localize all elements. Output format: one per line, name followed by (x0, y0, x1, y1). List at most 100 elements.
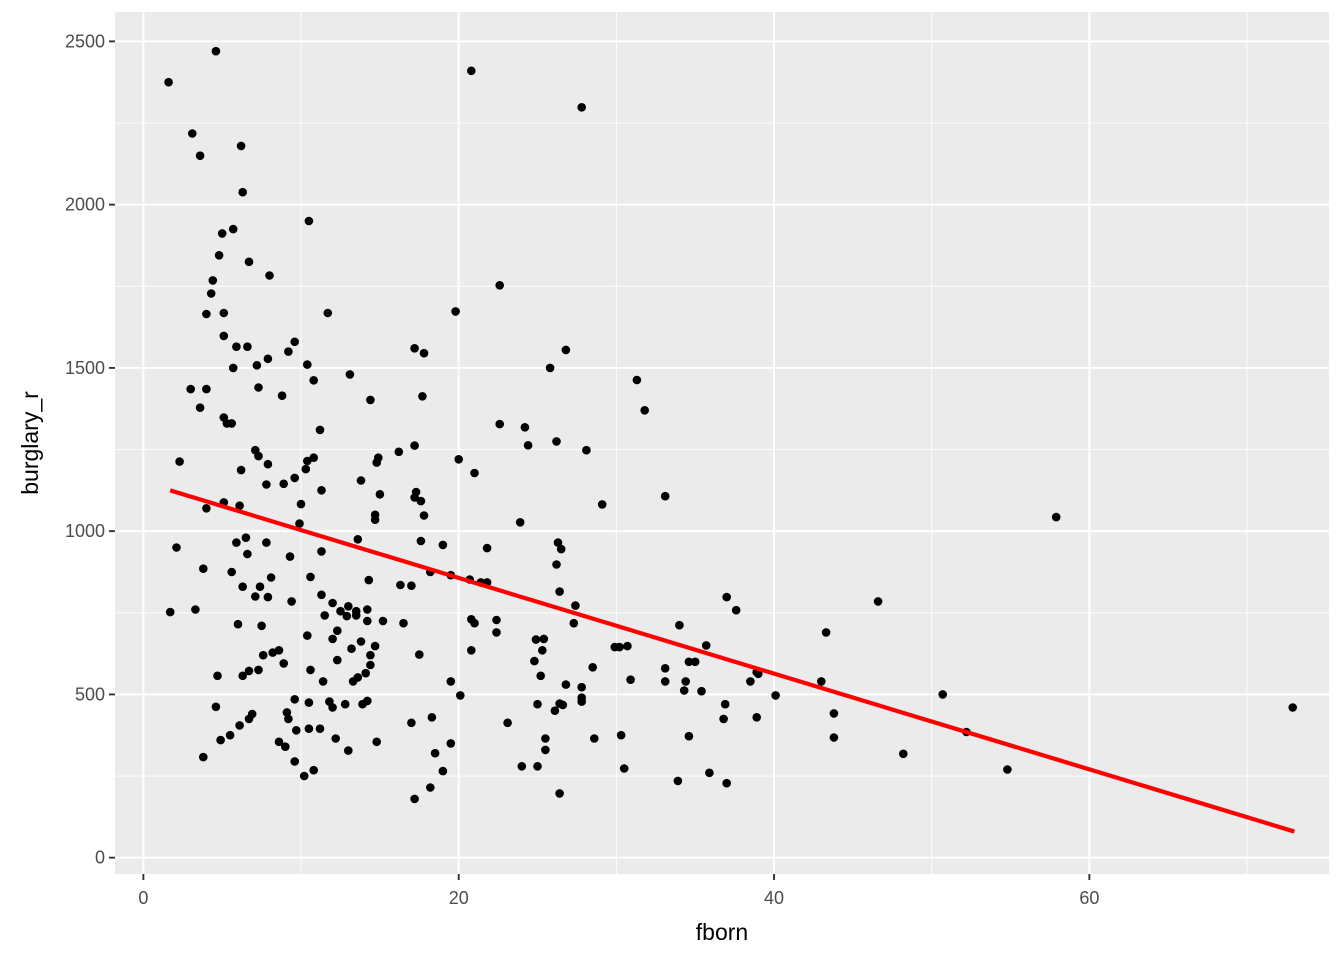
data-point (697, 686, 706, 696)
data-point (208, 276, 218, 285)
data-point (227, 567, 236, 577)
data-point (320, 611, 330, 620)
data-point (328, 598, 337, 608)
data-point (410, 493, 419, 502)
x-tick-label: 40 (764, 888, 784, 908)
data-point (679, 686, 689, 695)
data-point (363, 605, 372, 614)
data-point (590, 734, 599, 743)
data-point (356, 637, 366, 646)
data-point (530, 656, 539, 666)
data-point (616, 730, 626, 740)
data-point (303, 631, 312, 640)
data-point (722, 778, 731, 788)
data-point (684, 731, 694, 741)
data-point (470, 468, 479, 478)
x-tick-label: 0 (138, 888, 148, 908)
data-point (236, 465, 246, 475)
data-point (303, 456, 312, 466)
data-point (577, 697, 586, 706)
data-point (213, 671, 222, 681)
data-point (752, 713, 761, 722)
data-point (545, 363, 555, 373)
data-point (331, 734, 341, 743)
x-tick-label: 60 (1079, 888, 1099, 908)
data-point (244, 714, 254, 724)
y-tick-label: 1000 (65, 521, 105, 541)
data-point (351, 611, 361, 620)
data-point (470, 618, 479, 628)
data-point (244, 257, 254, 267)
data-point (821, 628, 831, 637)
data-point (363, 616, 372, 626)
data-point (626, 675, 635, 684)
data-point (577, 682, 586, 692)
data-point (211, 46, 221, 56)
data-point (347, 644, 356, 653)
data-point (295, 519, 304, 528)
data-point (552, 560, 561, 569)
data-point (681, 677, 690, 686)
data-point (227, 419, 236, 428)
y-tick-label: 0 (95, 848, 105, 868)
data-point (660, 664, 670, 673)
data-point (363, 696, 372, 706)
data-point (364, 575, 374, 585)
x-axis-title: fborn (696, 919, 748, 945)
data-points (164, 46, 1297, 804)
data-point (492, 628, 501, 637)
data-point (202, 384, 211, 394)
data-point (353, 673, 363, 682)
data-point (235, 501, 244, 511)
data-point (577, 103, 586, 112)
data-point (375, 490, 385, 499)
data-point (206, 289, 216, 298)
data-point (344, 602, 353, 611)
data-point (553, 538, 563, 547)
data-point (561, 680, 571, 689)
data-point (419, 511, 429, 520)
data-point (555, 789, 564, 798)
data-point (188, 129, 197, 138)
data-point (415, 650, 424, 659)
data-point (430, 748, 440, 758)
data-point (279, 479, 289, 489)
data-point (336, 606, 345, 616)
data-point (266, 573, 276, 582)
grid-major (115, 12, 1329, 874)
data-point (1051, 512, 1061, 522)
y-tick-label: 500 (75, 684, 105, 704)
data-point (555, 587, 564, 596)
data-point (1003, 765, 1012, 774)
y-tick-label: 1500 (65, 358, 105, 378)
data-point (538, 646, 547, 655)
data-point (899, 749, 908, 759)
data-point (191, 605, 200, 614)
data-point (541, 734, 550, 743)
plot-panel (115, 12, 1329, 874)
data-point (539, 634, 549, 644)
data-point (281, 742, 290, 751)
data-point (531, 635, 541, 644)
data-point (416, 536, 426, 546)
data-point (660, 677, 670, 686)
data-point (304, 698, 314, 707)
data-point (438, 540, 448, 550)
data-point (243, 549, 252, 559)
data-point (503, 718, 512, 728)
data-point (467, 66, 476, 76)
data-point (533, 699, 542, 709)
data-point (722, 592, 731, 602)
data-point (217, 229, 227, 238)
data-point (619, 764, 629, 773)
data-point (719, 714, 728, 724)
data-point (419, 348, 429, 358)
data-point (1288, 703, 1297, 712)
data-point (588, 663, 597, 672)
data-point (241, 533, 251, 542)
data-point (410, 794, 419, 804)
data-point (515, 518, 525, 527)
data-point (771, 691, 780, 700)
data-point (309, 376, 319, 385)
data-point (552, 437, 561, 446)
